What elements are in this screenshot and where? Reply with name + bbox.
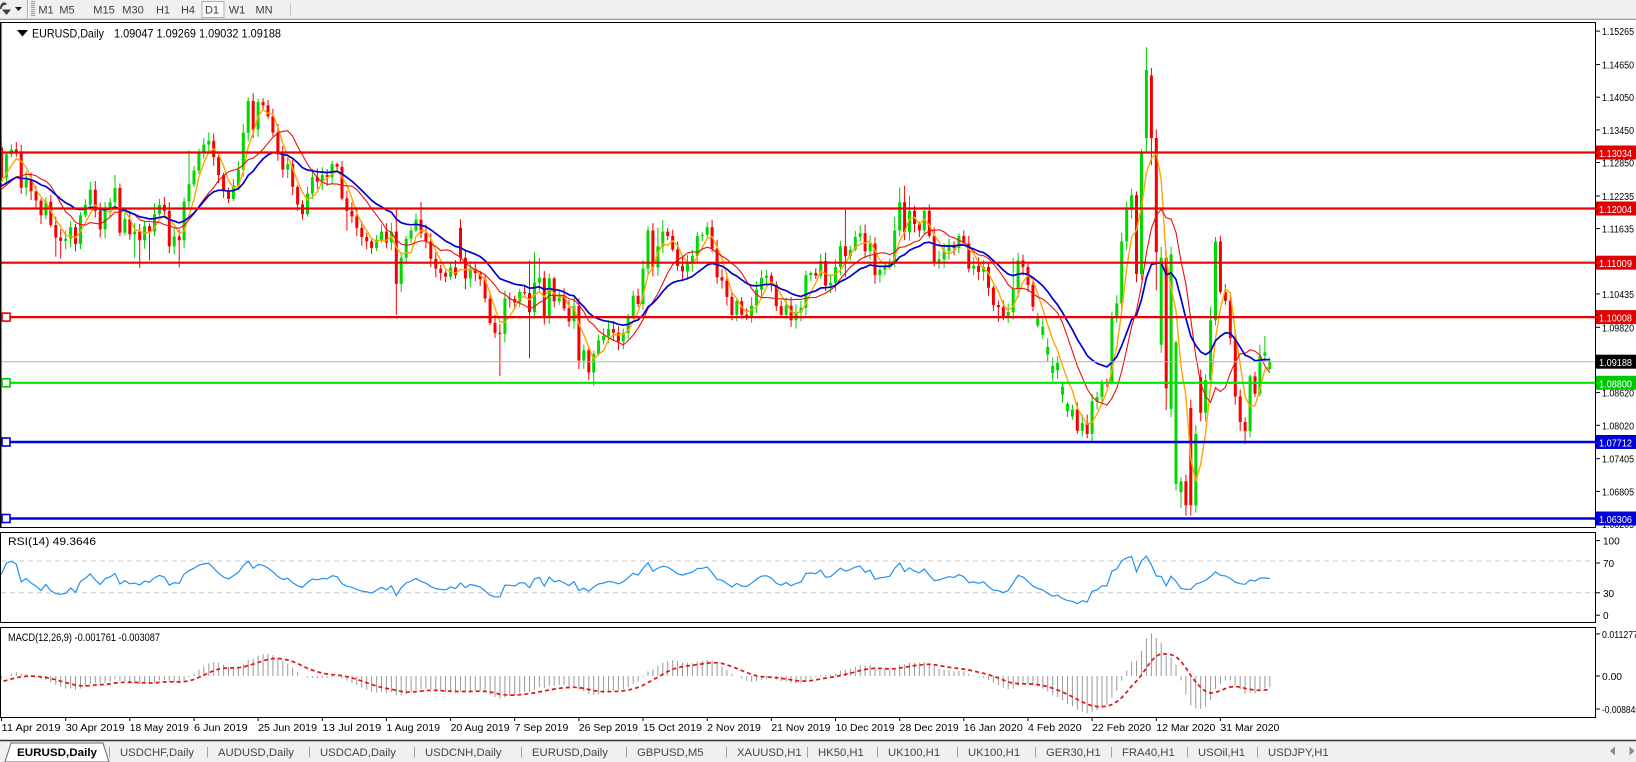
- svg-text:|: |: [206, 746, 209, 758]
- svg-text:1.13034: 1.13034: [1599, 149, 1632, 160]
- svg-text:26 Sep 2019: 26 Sep 2019: [579, 723, 638, 734]
- svg-text:1.08020: 1.08020: [1602, 421, 1634, 432]
- svg-text:H1: H1: [156, 5, 170, 17]
- svg-text:UK100,H1: UK100,H1: [888, 747, 940, 759]
- svg-text:XAUUSD,H1: XAUUSD,H1: [737, 747, 802, 759]
- svg-text:18 May 2019: 18 May 2019: [130, 723, 189, 734]
- svg-text:M15: M15: [93, 5, 114, 17]
- svg-text:0.011277: 0.011277: [1602, 630, 1636, 641]
- svg-text:1.06805: 1.06805: [1602, 487, 1634, 498]
- svg-text:31 Mar 2020: 31 Mar 2020: [1220, 723, 1279, 734]
- svg-text:|: |: [1256, 746, 1259, 758]
- svg-text:100: 100: [1603, 537, 1620, 548]
- svg-text:20 Aug 2019: 20 Aug 2019: [451, 723, 510, 734]
- svg-text:|: |: [1034, 746, 1037, 758]
- svg-text:16 Jan 2020: 16 Jan 2020: [964, 723, 1023, 734]
- svg-text:13 Jul 2019: 13 Jul 2019: [322, 723, 381, 734]
- svg-text:H4: H4: [181, 5, 195, 17]
- svg-text:1.06306: 1.06306: [1599, 515, 1632, 526]
- svg-text:EURUSD,Daily: EURUSD,Daily: [17, 747, 98, 759]
- svg-text:UK100,H1: UK100,H1: [968, 747, 1020, 759]
- svg-text:1.11009: 1.11009: [1599, 259, 1632, 270]
- svg-text:EURUSD,Daily: EURUSD,Daily: [32, 27, 104, 41]
- svg-text:|: |: [956, 746, 959, 758]
- svg-text:1.09820: 1.09820: [1602, 323, 1634, 334]
- svg-text:RSI(14) 49.3646: RSI(14) 49.3646: [8, 536, 96, 548]
- svg-text:|: |: [108, 746, 111, 758]
- svg-text:|: |: [1186, 746, 1189, 758]
- svg-text:HK50,H1: HK50,H1: [818, 747, 864, 759]
- svg-text:|: |: [876, 746, 879, 758]
- svg-text:USDCHF,Daily: USDCHF,Daily: [120, 747, 194, 759]
- svg-text:USDCNH,Daily: USDCNH,Daily: [425, 747, 502, 759]
- svg-text:EURUSD,Daily: EURUSD,Daily: [532, 747, 608, 759]
- svg-text:28 Dec 2019: 28 Dec 2019: [900, 723, 959, 734]
- svg-text:GER30,H1: GER30,H1: [1046, 747, 1101, 759]
- svg-text:1.09188: 1.09188: [1599, 358, 1632, 369]
- svg-text:21 Nov 2019: 21 Nov 2019: [771, 723, 830, 734]
- svg-text:11 Apr 2019: 11 Apr 2019: [2, 723, 61, 734]
- svg-text:1 Aug 2019: 1 Aug 2019: [386, 723, 440, 734]
- svg-text:15 Oct 2019: 15 Oct 2019: [643, 723, 702, 734]
- svg-text:1.11635: 1.11635: [1602, 225, 1634, 236]
- svg-text:1.13450: 1.13450: [1602, 126, 1634, 137]
- svg-text:|: |: [806, 746, 809, 758]
- svg-text:12 Mar 2020: 12 Mar 2020: [1156, 723, 1215, 734]
- svg-text:|: |: [308, 746, 311, 758]
- svg-text:30: 30: [1603, 589, 1615, 600]
- svg-text:M30: M30: [122, 5, 143, 17]
- svg-text:GBPUSD,M5: GBPUSD,M5: [637, 747, 704, 759]
- svg-text:70: 70: [1603, 559, 1615, 570]
- svg-text:|: |: [520, 746, 523, 758]
- svg-text:1.10435: 1.10435: [1602, 290, 1634, 301]
- svg-text:4 Feb 2020: 4 Feb 2020: [1028, 723, 1082, 734]
- svg-text:M5: M5: [59, 5, 74, 17]
- svg-text:|: |: [413, 746, 416, 758]
- svg-text:1.08800: 1.08800: [1599, 379, 1632, 390]
- svg-text:1.14050: 1.14050: [1602, 93, 1634, 104]
- svg-text:1.08620: 1.08620: [1602, 389, 1634, 400]
- svg-text:USOil,H1: USOil,H1: [1198, 747, 1245, 759]
- svg-text:USDCAD,Daily: USDCAD,Daily: [320, 747, 396, 759]
- svg-text:1.07405: 1.07405: [1602, 455, 1634, 466]
- svg-text:MN: MN: [255, 5, 272, 17]
- svg-text:1.09047 1.09269 1.09032 1.0918: 1.09047 1.09269 1.09032 1.09188: [114, 27, 281, 41]
- svg-text:2 Nov 2019: 2 Nov 2019: [707, 723, 761, 734]
- svg-text:1.10008: 1.10008: [1599, 314, 1632, 325]
- svg-text:USDJPY,H1: USDJPY,H1: [1268, 747, 1329, 759]
- svg-text:|: |: [1110, 746, 1113, 758]
- svg-text:1.07712: 1.07712: [1599, 439, 1632, 450]
- svg-text:D1: D1: [205, 5, 219, 17]
- svg-text:0: 0: [1603, 611, 1609, 622]
- svg-text:AUDUSD,Daily: AUDUSD,Daily: [218, 747, 294, 759]
- svg-text:-0.008845: -0.008845: [1602, 705, 1636, 716]
- svg-text:25 Jun 2019: 25 Jun 2019: [258, 723, 317, 734]
- svg-text:FRA40,H1: FRA40,H1: [1122, 747, 1175, 759]
- svg-text:|: |: [725, 746, 728, 758]
- svg-text:6 Jun 2019: 6 Jun 2019: [194, 723, 248, 734]
- svg-text:0.00: 0.00: [1602, 672, 1622, 683]
- svg-text:|: |: [625, 746, 628, 758]
- svg-text:22 Feb 2020: 22 Feb 2020: [1092, 723, 1151, 734]
- svg-text:M1: M1: [38, 5, 53, 17]
- svg-text:W1: W1: [229, 5, 246, 17]
- svg-text:1.12235: 1.12235: [1602, 192, 1634, 203]
- svg-text:MACD(12,26,9) -0.001761 -0.003: MACD(12,26,9) -0.001761 -0.003087: [8, 632, 160, 644]
- svg-text:1.15265: 1.15265: [1602, 27, 1634, 38]
- svg-text:1.12004: 1.12004: [1599, 205, 1632, 216]
- svg-text:10 Dec 2019: 10 Dec 2019: [836, 723, 895, 734]
- svg-text:7 Sep 2019: 7 Sep 2019: [515, 723, 569, 734]
- svg-text:1.12850: 1.12850: [1602, 159, 1634, 170]
- svg-text:30 Apr 2019: 30 Apr 2019: [66, 723, 125, 734]
- svg-text:1.14650: 1.14650: [1602, 61, 1634, 72]
